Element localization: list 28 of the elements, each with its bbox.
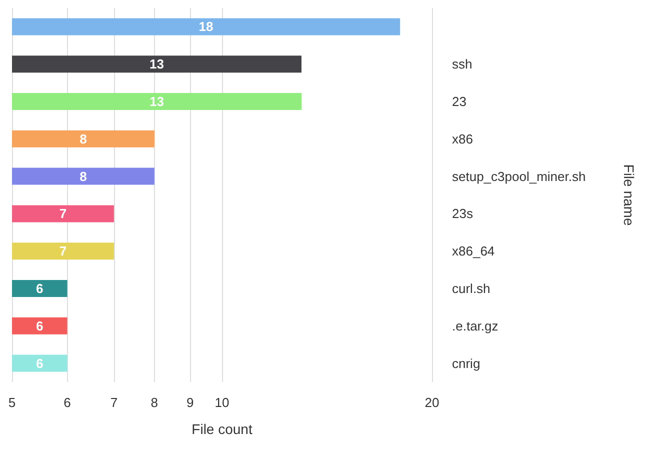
x-tick-label: 10 xyxy=(214,395,230,410)
data-label: 13 xyxy=(150,56,164,72)
y-axis-title: File name xyxy=(621,164,637,226)
x-tick-label: 9 xyxy=(186,395,194,410)
y-tick-label: curl.sh xyxy=(452,281,490,296)
y-tick-label: cnrig xyxy=(452,356,480,371)
x-tick-label: 20 xyxy=(424,395,440,410)
y-tick-label: 23 xyxy=(452,94,466,109)
data-label: 8 xyxy=(80,131,87,146)
x-axis-title: File count xyxy=(192,421,252,437)
y-tick-label: ssh xyxy=(452,56,472,72)
data-label: 7 xyxy=(59,244,67,259)
data-label: 6 xyxy=(36,281,44,296)
data-label: 6 xyxy=(36,356,44,371)
x-tick-label: 5 xyxy=(8,395,16,410)
data-label: 13 xyxy=(150,94,164,109)
y-tick-label: x86 xyxy=(452,131,473,146)
x-tick-label: 6 xyxy=(64,395,71,410)
data-label: 18 xyxy=(198,19,214,34)
data-label: 6 xyxy=(36,318,44,334)
y-tick-label: .e.tar.gz xyxy=(452,318,498,334)
y-tick-label: x86_64 xyxy=(452,244,495,259)
data-label: 8 xyxy=(80,168,87,184)
x-tick-label: 8 xyxy=(150,395,158,410)
x-tick-label: 7 xyxy=(110,395,118,410)
data-label: 7 xyxy=(59,206,67,222)
y-tick-label: 23s xyxy=(452,206,474,222)
y-tick-label: setup_c3pool_miner.sh xyxy=(452,168,586,184)
